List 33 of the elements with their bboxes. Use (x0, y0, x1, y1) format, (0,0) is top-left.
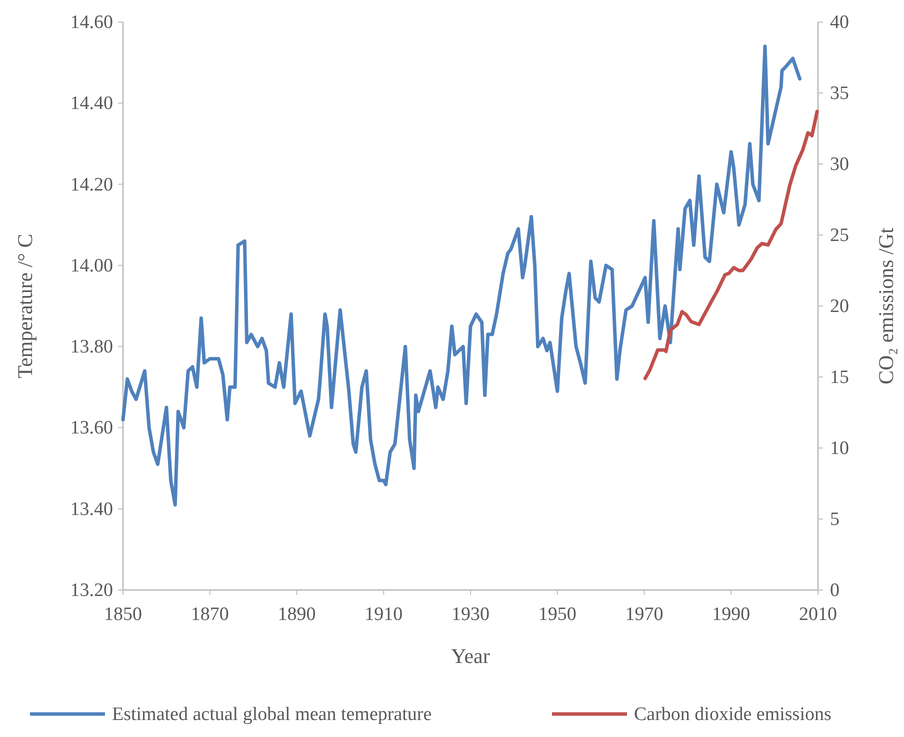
y2-tick-label: 35 (830, 83, 849, 104)
y2-tick-label: 25 (830, 225, 849, 246)
y2-axis-title: CO₂ emissions /Gt (874, 228, 898, 384)
y-tick-label: 14.20 (70, 174, 113, 196)
y2-tick-label: 40 (830, 12, 849, 33)
y2-tick-label: 20 (830, 296, 849, 317)
x-tick-label: 2010 (799, 604, 837, 625)
x-tick-label: 1850 (104, 604, 142, 625)
x-tick-label: 1990 (712, 604, 750, 625)
line-series (643, 110, 819, 380)
y2-tick-label: 5 (830, 509, 840, 530)
y-tick-label: 13.80 (70, 336, 113, 358)
legend-label: Carbon dioxide emissions (634, 704, 832, 725)
x-axis-title: Year (451, 644, 490, 668)
x-tick-label: 1970 (625, 604, 664, 625)
y-axis-title: Temperature /° C (13, 234, 37, 378)
x-tick-label: 1870 (190, 604, 229, 625)
y-tick-label: 13.40 (70, 498, 113, 520)
x-tick-label: 1910 (364, 604, 403, 625)
y-tick-label: 13.20 (70, 580, 113, 601)
line-series (121, 44, 802, 507)
x-tick-label: 1930 (452, 604, 490, 625)
y-tick-label: 14.40 (70, 93, 113, 114)
y2-tick-label: 15 (830, 367, 849, 388)
y-tick-label: 14.00 (70, 255, 113, 276)
y2-tick-label: 30 (830, 154, 849, 175)
legend-label: Estimated actual global mean temeprature (112, 704, 432, 725)
y2-tick-label: 10 (830, 438, 849, 459)
x-tick-label: 1890 (278, 604, 316, 625)
y2-tick-label: 0 (830, 580, 840, 601)
y-tick-label: 13.60 (70, 418, 113, 439)
y-tick-label: 14.60 (70, 12, 113, 33)
x-tick-label: 1950 (538, 604, 576, 625)
